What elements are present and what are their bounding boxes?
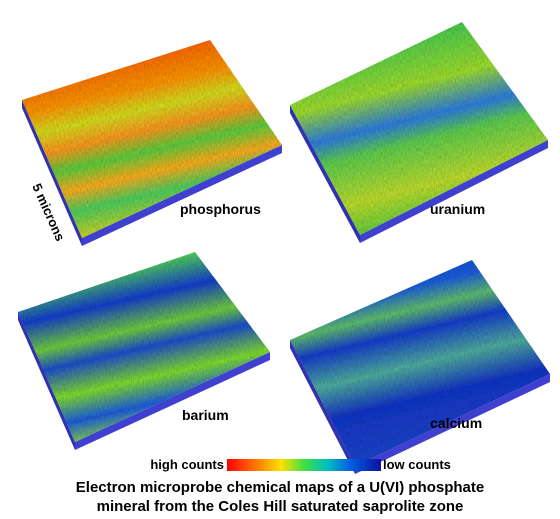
panel-label: calcium bbox=[430, 415, 482, 431]
caption-line: mineral from the Coles Hill saturated sa… bbox=[97, 498, 464, 515]
legend-high: high counts bbox=[150, 457, 224, 472]
map-panel bbox=[18, 252, 270, 450]
map-panel bbox=[22, 40, 282, 246]
slab-side bbox=[290, 105, 360, 243]
slab-side bbox=[18, 312, 75, 450]
map-surface bbox=[22, 40, 282, 238]
map-surface bbox=[290, 260, 550, 466]
slab-side bbox=[82, 145, 282, 246]
color-scale bbox=[227, 459, 381, 471]
slab-side bbox=[290, 340, 355, 474]
map-panel bbox=[290, 260, 550, 474]
slab-side bbox=[22, 100, 82, 246]
slab-side bbox=[75, 352, 270, 450]
slab-side bbox=[355, 374, 550, 474]
panel-label: phosphorus bbox=[180, 201, 261, 217]
map-surface bbox=[18, 252, 270, 442]
slab-side bbox=[360, 140, 548, 243]
caption-line: Electron microprobe chemical maps of a U… bbox=[76, 479, 484, 496]
map-surface bbox=[290, 22, 548, 235]
map-panel bbox=[290, 22, 548, 243]
panel-label: uranium bbox=[430, 201, 485, 217]
legend-low: low counts bbox=[383, 457, 451, 472]
panel-label: barium bbox=[182, 407, 229, 423]
